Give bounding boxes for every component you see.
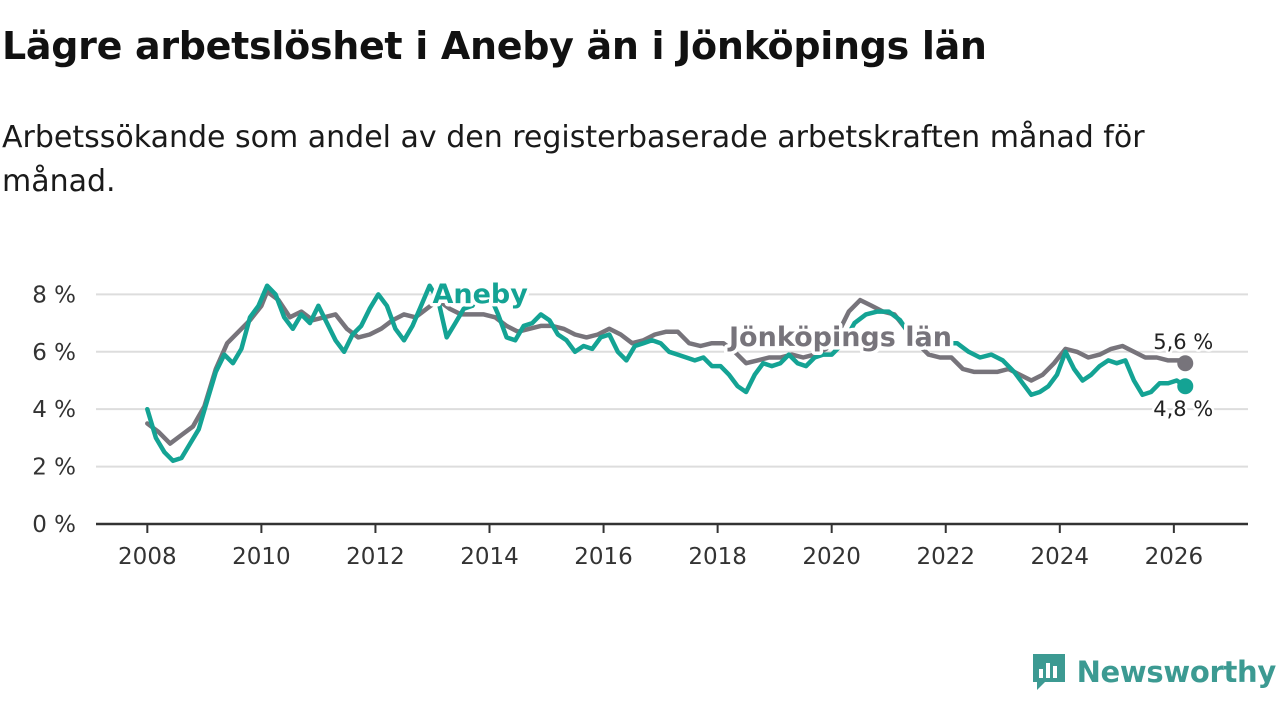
y-tick-label: 8 %: [32, 282, 76, 308]
brand-name: Newsworthy: [1076, 655, 1277, 689]
x-tick-label: 2016: [574, 544, 633, 570]
series-label-aneby: Aneby: [432, 279, 528, 310]
series-line-aneby: [145, 283, 1188, 464]
x-tick-label: 2012: [346, 544, 405, 570]
chart-subtitle: Arbetssökande som andel av den registerb…: [2, 120, 1145, 199]
end-label-aneby: 4,8 %: [1153, 397, 1213, 421]
x-tick-label: 2024: [1031, 544, 1090, 570]
newsworthy-logo: Newsworthy: [1031, 652, 1276, 692]
chart-title: Lägre arbetslöshet i Aneby än i Jönköpin…: [2, 24, 987, 68]
end-point-aneby: [1177, 378, 1194, 395]
series-label-jonkoping: Jönköpings län: [727, 322, 952, 353]
y-tick-label: 6 %: [32, 340, 76, 366]
x-tick-label: 2014: [460, 544, 519, 570]
x-tick-label: 2008: [118, 544, 177, 570]
y-tick-label: 4 %: [32, 397, 76, 423]
x-tick-label: 2018: [688, 544, 747, 570]
end-point-jonkoping: [1177, 355, 1194, 372]
end-label-jonkoping: 5,6 %: [1153, 330, 1213, 354]
x-tick-label: 2010: [232, 544, 291, 570]
y-tick-label: 0 %: [32, 512, 76, 538]
x-tick-label: 2026: [1145, 544, 1204, 570]
x-tick-label: 2020: [802, 544, 861, 570]
y-tick-label: 2 %: [32, 455, 76, 481]
x-tick-label: 2022: [916, 544, 975, 570]
newsworthy-logo-icon: [1032, 654, 1065, 690]
